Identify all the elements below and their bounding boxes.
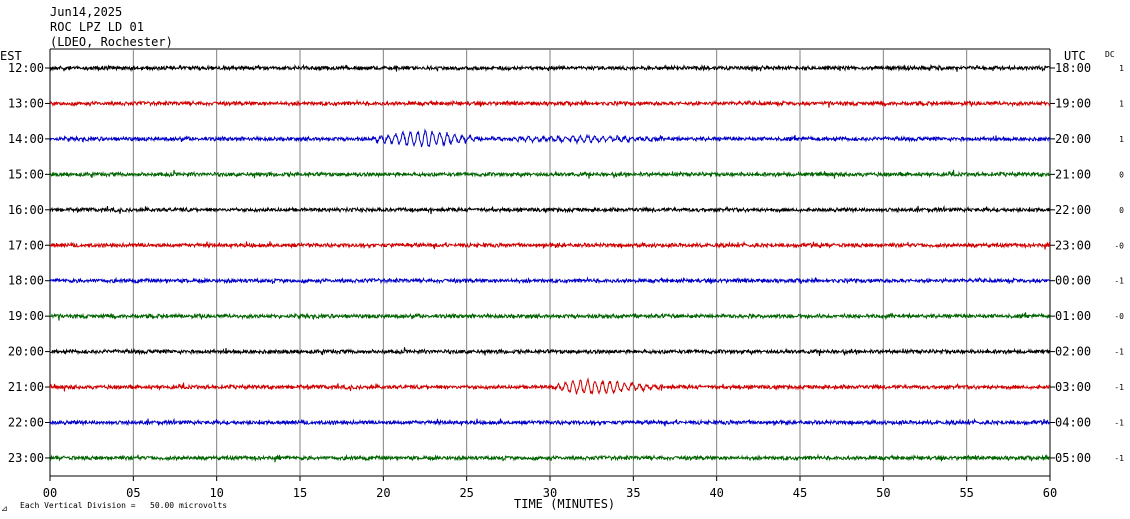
dc-value: -1 [1114, 348, 1124, 357]
utc-time-label: 00:00 [1055, 274, 1091, 288]
dc-value: -1 [1114, 383, 1124, 392]
trace-1300 [49, 98, 1051, 108]
est-axis-title: EST [0, 49, 22, 63]
dc-value: 0 [1119, 206, 1124, 215]
utc-time-label: 18:00 [1055, 61, 1091, 75]
seismic-traces [49, 63, 1051, 463]
x-tick-label: 10 [209, 486, 223, 500]
dc-value: 1 [1119, 99, 1124, 108]
est-time-label: 18:00 [8, 274, 44, 288]
x-tick-label: 40 [709, 486, 723, 500]
est-time-label: 22:00 [8, 416, 44, 430]
dc-value: -0 [1114, 312, 1124, 321]
date-label: Jun14,2025 [50, 5, 122, 19]
trace-2300 [49, 453, 1051, 463]
dc-value: 0 [1119, 170, 1124, 179]
x-tick-label: 35 [626, 486, 640, 500]
est-time-label: 15:00 [8, 167, 44, 181]
utc-time-label: 05:00 [1055, 451, 1091, 465]
station-label: ROC LPZ LD 01 [50, 20, 144, 34]
trace-1900 [49, 312, 1051, 321]
dc-value: -1 [1114, 419, 1124, 428]
dc-value: 1 [1119, 64, 1124, 73]
utc-axis-title: UTC [1064, 49, 1086, 63]
x-axis-ticks: 00 05 10 15 20 25 30 35 40 45 50 55 60 [43, 476, 1057, 500]
vertical-gridlines [132, 49, 968, 476]
row-labels: 12:00 18:00 1 13:00 19:00 1 14:00 20:00 1 15:00 21… [8, 61, 1124, 465]
x-tick-label: 00 [43, 486, 57, 500]
trace-1400 [49, 128, 1051, 148]
dc-value: -0 [1114, 241, 1124, 250]
dc-value: -1 [1114, 277, 1124, 286]
trace-2200 [49, 417, 1051, 427]
dc-axis-title: DC [1105, 50, 1115, 59]
utc-time-label: 04:00 [1055, 416, 1091, 430]
x-tick-label: 55 [959, 486, 973, 500]
trace-1500 [49, 169, 1051, 179]
trace-1600 [49, 204, 1051, 215]
est-time-label: 21:00 [8, 380, 44, 394]
trace-1800 [49, 276, 1051, 285]
x-tick-label: 05 [126, 486, 140, 500]
utc-time-label: 22:00 [1055, 203, 1091, 217]
trace-2000 [49, 347, 1051, 356]
est-time-label: 20:00 [8, 345, 44, 359]
utc-time-label: 21:00 [1055, 167, 1091, 181]
x-tick-label: 45 [793, 486, 807, 500]
utc-time-label: 02:00 [1055, 345, 1091, 359]
x-tick-label: 15 [293, 486, 307, 500]
utc-time-label: 23:00 [1055, 238, 1091, 252]
x-tick-label: 50 [876, 486, 890, 500]
trace-2100 [49, 376, 1051, 395]
est-time-label: 14:00 [8, 132, 44, 146]
trace-1700 [49, 240, 1051, 250]
scale-note: Each Vertical Division = 50.00 microvolt… [20, 501, 227, 510]
trace-1200 [49, 63, 1051, 73]
est-time-label: 23:00 [8, 451, 44, 465]
est-time-label: 19:00 [8, 309, 44, 323]
utc-time-label: 03:00 [1055, 380, 1091, 394]
est-time-label: 16:00 [8, 203, 44, 217]
x-tick-label: 60 [1043, 486, 1057, 500]
x-tick-label: 30 [543, 486, 557, 500]
est-time-label: 17:00 [8, 238, 44, 252]
dc-value: -1 [1114, 454, 1124, 463]
x-axis-title: TIME (MINUTES) [514, 497, 615, 511]
x-tick-label: 25 [459, 486, 473, 500]
corner-mark: ⊿ [1, 504, 8, 513]
dc-value: 1 [1119, 135, 1124, 144]
est-time-label: 12:00 [8, 61, 44, 75]
utc-time-label: 20:00 [1055, 132, 1091, 146]
est-time-label: 13:00 [8, 96, 44, 110]
network-label: (LDEO, Rochester) [50, 35, 173, 49]
x-tick-label: 20 [376, 486, 390, 500]
utc-time-label: 01:00 [1055, 309, 1091, 323]
utc-time-label: 19:00 [1055, 96, 1091, 110]
